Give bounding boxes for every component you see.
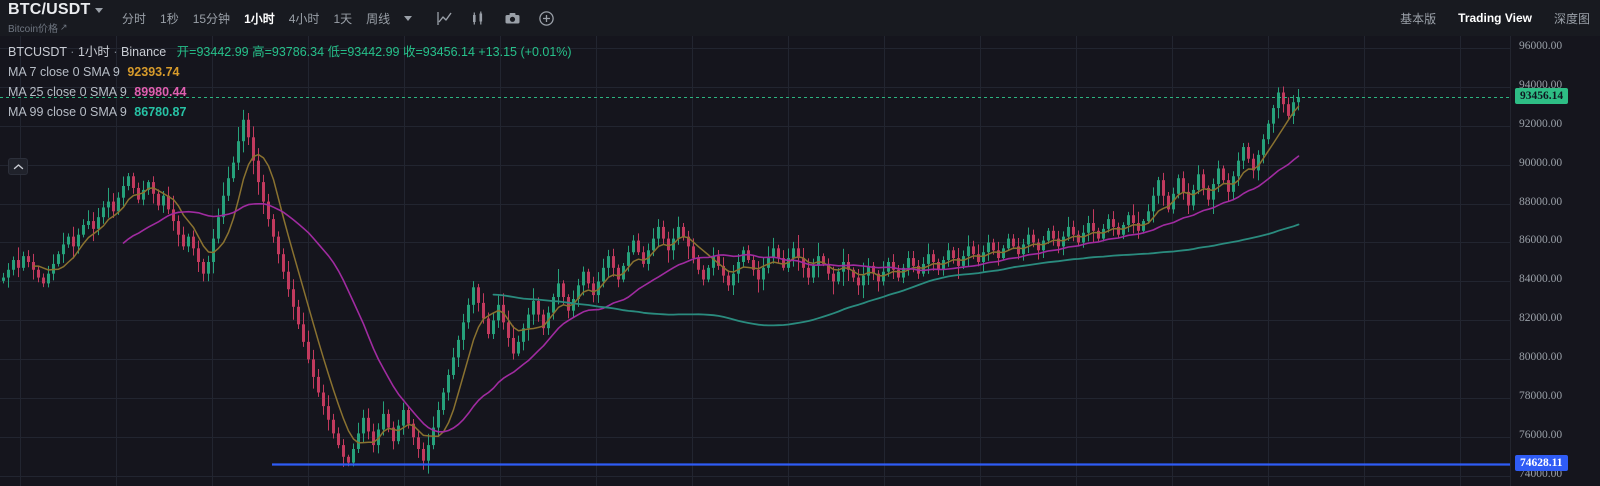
- axis-tick-86000: 86000.00: [1519, 234, 1563, 247]
- arrow-up-right-icon: ↗: [60, 22, 68, 32]
- last-price-badge: 93456.14: [1515, 88, 1569, 105]
- plus-icon[interactable]: [538, 10, 555, 27]
- timeframe-tabs: 分时 1秒 15分钟 1小时 4小时 1天 周线: [122, 10, 413, 27]
- axis-tick-92000: 92000.00: [1519, 117, 1563, 130]
- timeframe-tab-3[interactable]: 1小时: [244, 11, 275, 26]
- chart-tools: [436, 10, 555, 27]
- axis-tick-84000: 84000.00: [1519, 273, 1563, 286]
- timeframe-tab-4[interactable]: 4小时: [288, 11, 320, 26]
- axis-tick-96000: 96000.00: [1519, 39, 1563, 52]
- top-toolbar: BTC/USDT Bitcoin价格 ↗ 分时 1秒 15分钟 1小时 4小时 …: [0, 0, 1600, 36]
- view-mode-tabs: 基本版 Trading View 深度图: [1400, 0, 1590, 36]
- axis-tick-74000: 74000.00: [1519, 468, 1563, 481]
- camera-icon[interactable]: [504, 10, 521, 27]
- axis-tick-80000: 80000.00: [1519, 351, 1563, 364]
- legend-collapse-chevron-up-icon[interactable]: [8, 158, 28, 175]
- axis-tick-90000: 90000.00: [1519, 156, 1563, 169]
- timeframe-tab-1[interactable]: 1秒: [160, 11, 179, 26]
- moving-average-lines: [32, 105, 1300, 444]
- timeframe-tab-2[interactable]: 15分钟: [192, 11, 231, 26]
- axis-tick-78000: 78000.00: [1519, 390, 1563, 403]
- timeframe-tab-0[interactable]: 分时: [122, 11, 147, 26]
- chart-plot[interactable]: [0, 36, 1510, 486]
- chart-gridlines: [0, 36, 1510, 486]
- axis-tick-88000: 88000.00: [1519, 195, 1563, 208]
- view-tab-basic[interactable]: 基本版: [1400, 11, 1437, 26]
- axis-tick-94000: 94000.00: [1519, 78, 1563, 91]
- indicators-icon[interactable]: [470, 10, 487, 27]
- marker-price-badge: 74628.11: [1515, 455, 1568, 472]
- chart-area[interactable]: BTCUSDT · 1小时 · Binance 开=93442.99 高=937…: [0, 36, 1600, 486]
- timeframe-tab-6[interactable]: 周线: [366, 11, 391, 26]
- symbol-name[interactable]: BTC/USDT: [8, 1, 91, 18]
- price-axis[interactable]: 96000.00 94000.00 92000.00 90000.00 88000.00…: [1510, 36, 1600, 486]
- line-chart-icon[interactable]: [436, 10, 453, 27]
- view-tab-tradingview[interactable]: Trading View: [1458, 11, 1532, 25]
- timeframe-more-chevron-down-icon[interactable]: [404, 15, 413, 21]
- timeframe-tab-5[interactable]: 1天: [333, 11, 353, 26]
- chevron-down-icon[interactable]: [95, 7, 104, 13]
- axis-tick-76000: 76000.00: [1519, 429, 1563, 442]
- axis-tick-82000: 82000.00: [1519, 312, 1563, 325]
- chart-overlays: [0, 97, 1510, 466]
- symbol-block[interactable]: BTC/USDT Bitcoin价格 ↗: [0, 1, 112, 35]
- symbol-subtitle: Bitcoin价格: [8, 24, 59, 35]
- view-tab-depth[interactable]: 深度图: [1553, 11, 1590, 26]
